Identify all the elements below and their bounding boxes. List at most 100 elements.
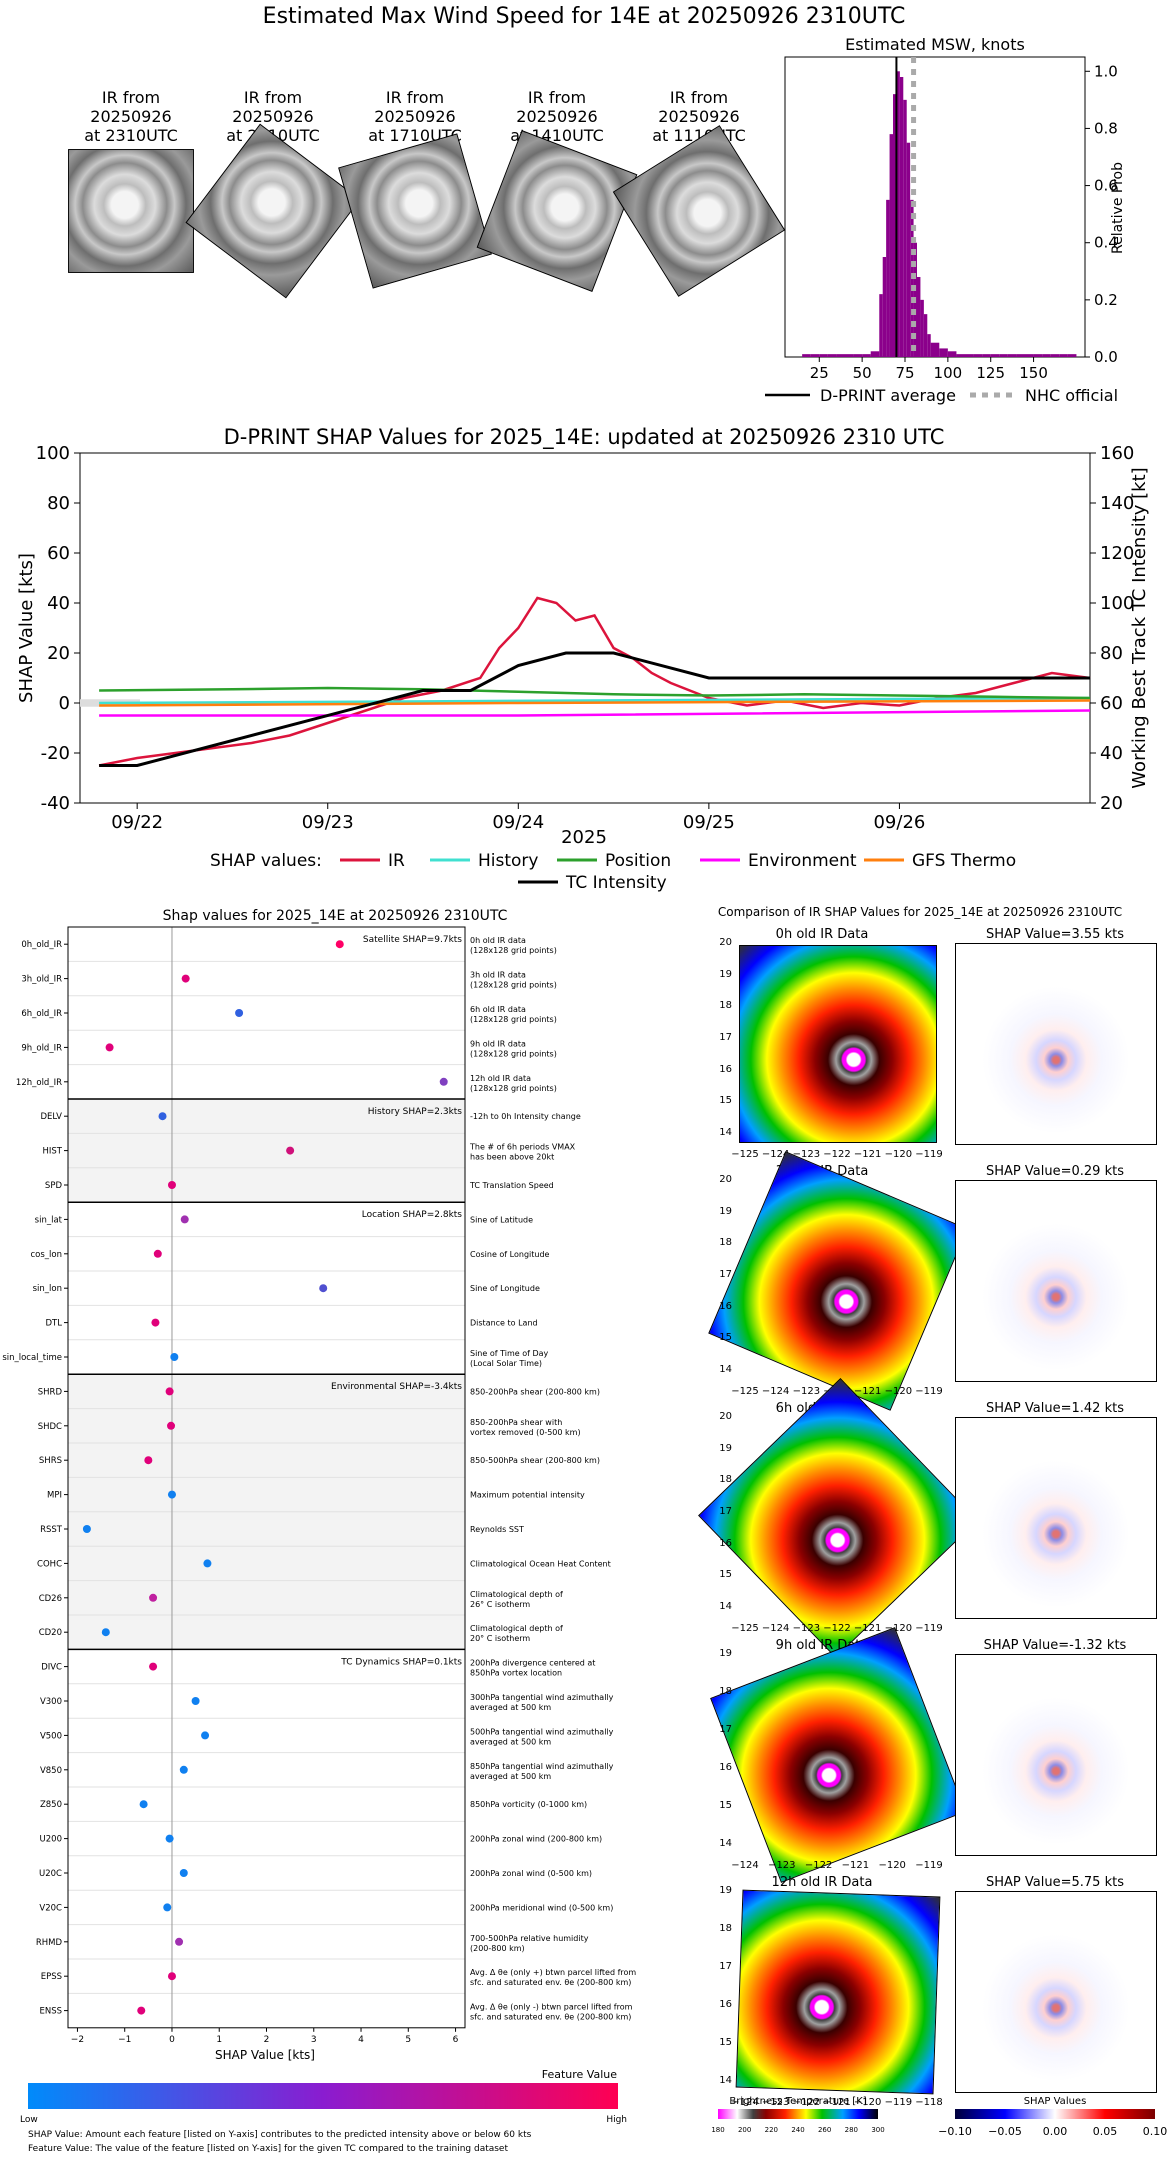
lon-tick-label: −124 [761, 1623, 790, 1634]
feature-desc: 300hPa tangential wind azimuthally [470, 1693, 614, 1702]
x-tick-label: 2 [264, 2035, 270, 2045]
lat-tick-label: 17 [719, 1724, 732, 1735]
ir-thumbnail: IR from 20250926 at 2310UTC [68, 88, 194, 273]
histogram-bar [903, 99, 907, 357]
lat-tick-label: 19 [719, 1648, 732, 1659]
feature-desc: Avg. Δ θe (only +) btwn parcel lifted fr… [470, 1968, 636, 1977]
y-tick-label: 0.8 [1094, 119, 1118, 137]
feature-label: 9h_old_IR [21, 1043, 62, 1053]
shap-panel-title: SHAP Value=5.75 kts [986, 1875, 1124, 1890]
ir-thumbnail: IR from 20250926 at 1410UTC [476, 88, 638, 292]
histogram-y-ticks: 0.0 0.2 0.4 0.6 0.8 1.0 [1085, 62, 1118, 366]
series-line-tc-intensity [99, 651, 1090, 767]
x-tick-label: 09/25 [683, 812, 735, 833]
shap-map [955, 1180, 1157, 1382]
group-band [68, 1202, 465, 1375]
thumbnail-caption: IR from [243, 88, 303, 107]
histogram-frame [784, 56, 1086, 358]
bt-tick-label: 220 [765, 2126, 778, 2134]
lat-tick-label: 14 [719, 1601, 732, 1612]
timeseries-legend: SHAP values: IR History Position Environment… [210, 851, 1016, 893]
thumbnail-caption: 20250926 [516, 107, 598, 126]
lat-tick-label: 20 [719, 1411, 732, 1422]
histogram-bar [1016, 354, 1025, 357]
feature-desc: averaged at 500 km [470, 1772, 551, 1781]
histogram-bar [927, 334, 931, 357]
y2-tick-label: 100 [1100, 593, 1134, 614]
feature-label: 0h_old_IR [21, 940, 62, 950]
feature-dot [105, 1043, 114, 1052]
series-line-position [99, 686, 1091, 700]
feature-desc: sfc. and saturated env. θe (200-800 km) [470, 2013, 631, 2022]
feature-desc: Sine of Time of Day [470, 1349, 549, 1358]
shap-map [955, 943, 1157, 1145]
lat-tick-label: 15 [719, 1332, 732, 1344]
histogram-bar [862, 354, 871, 357]
lon-tick-label: −119 [915, 1623, 943, 1634]
feature-dot [165, 1387, 174, 1396]
feature-label: SHDC [38, 1422, 62, 1432]
lon-tick-label: −121 [841, 1860, 870, 1871]
lon-tick-label: −122 [823, 1149, 851, 1160]
feature-label: ENSS [39, 2007, 62, 2017]
thumbnail-caption: 20250926 [374, 107, 456, 126]
lon-tick-label: −119 [915, 1149, 943, 1160]
ir-thumbnail: IR from 20250926 at 1710UTC [338, 88, 492, 289]
feature-desc: Distance to Land [470, 1319, 538, 1328]
lat-tick-label: 15 [719, 2037, 732, 2048]
bt-tick-label: 280 [845, 2126, 858, 2134]
thumbnail-caption: at 1410UTC [510, 126, 604, 145]
feature-desc: 700-500hPa relative humidity [470, 1934, 589, 1943]
ir-image [708, 1151, 968, 1411]
series-line-ir [98, 596, 1091, 767]
histogram-bar [1059, 354, 1068, 357]
lon-tick-label: −121 [853, 1386, 882, 1397]
feature-label: EPSS [41, 1972, 62, 1982]
feature-dot [101, 1628, 110, 1637]
feature-desc: (128x128 grid points) [470, 981, 557, 990]
histogram-bar [906, 142, 911, 357]
histogram-bar [882, 257, 887, 357]
lon-tick-label: −122 [804, 1860, 833, 1871]
bt-tick-label: 300 [871, 2126, 884, 2134]
feature-label: CD26 [39, 1594, 62, 1604]
feature-dot [203, 1559, 212, 1568]
x-tick-label: 09/26 [873, 812, 925, 833]
y-tick-label: 20 [47, 643, 70, 664]
feature-label: V850 [40, 1766, 62, 1776]
y2-tick-label: 40 [1100, 743, 1123, 764]
lon-tick-label: −120 [884, 1386, 913, 1397]
lon-tick-label: −123 [792, 1386, 821, 1397]
y-tick-label: 0.2 [1094, 291, 1118, 309]
x-tick-label: 100 [934, 364, 963, 382]
feature-desc: 850hPa vorticity (0-1000 km) [470, 1800, 587, 1809]
lat-tick-label: 16 [719, 1537, 732, 1549]
histogram-bar [917, 277, 921, 357]
x-tick-label: 75 [895, 364, 914, 382]
shap-panel-title: SHAP Value=3.55 kts [986, 927, 1124, 942]
legend-label: IR [388, 851, 405, 871]
histogram-bar [1042, 354, 1051, 357]
colorbar-high-label: High [606, 2115, 627, 2125]
lat-tick-label: 16 [719, 1762, 732, 1773]
lat-tick-label: 17 [719, 1032, 732, 1043]
histogram-bar [845, 354, 854, 357]
histogram-bar [939, 348, 948, 357]
feature-dot [170, 1353, 179, 1361]
ir-comparison-title: Comparison of IR SHAP Values for 2025_14… [717, 905, 1123, 919]
feature-desc: Avg. Δ θe (only -) btwn parcel lifted fr… [470, 2003, 633, 2012]
lat-tick-label: 17 [719, 1961, 732, 1972]
feature-desc: Sine of Latitude [470, 1215, 533, 1224]
feature-dot [167, 1972, 176, 1981]
feature-desc: -12h to 0h Intensity change [470, 1112, 581, 1121]
lat-tick-label: 19 [719, 1205, 732, 1217]
feature-desc: (128x128 grid points) [470, 946, 557, 955]
x-tick-label: 4 [358, 2035, 364, 2045]
feature-desc: averaged at 500 km [470, 1703, 551, 1712]
y-tick-label: 100 [36, 443, 70, 464]
ir-image [739, 945, 937, 1143]
thumbnail-caption: IR from [669, 88, 729, 107]
legend-nhc-label: NHC official [1025, 386, 1118, 405]
ir-colorbars: Brightness Temperature [K] 180 200 220 240 2… [711, 2096, 1167, 2138]
y-tick-label: 40 [47, 593, 70, 614]
